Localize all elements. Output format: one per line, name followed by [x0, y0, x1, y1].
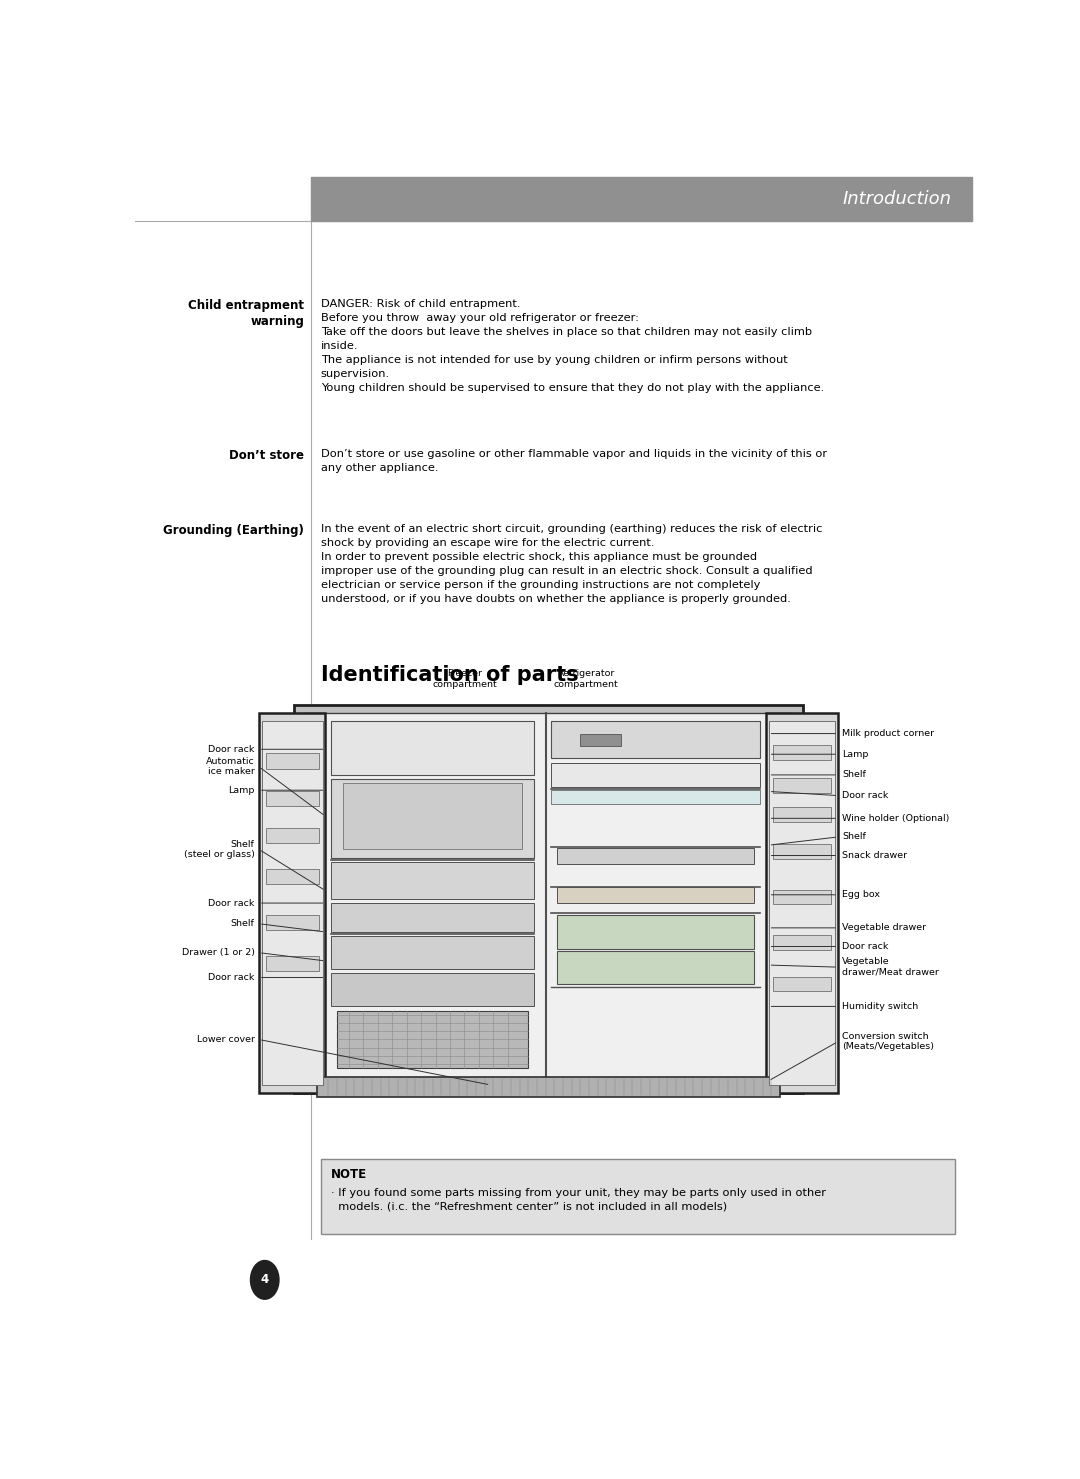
Text: Conversion switch
(Meats/Vegetables): Conversion switch (Meats/Vegetables) — [842, 1032, 934, 1052]
Bar — [557, 849, 754, 864]
Bar — [332, 973, 534, 1006]
Bar — [306, 713, 792, 1086]
Bar — [772, 976, 832, 991]
Bar — [266, 791, 319, 806]
Text: Freezer
compartment: Freezer compartment — [432, 669, 497, 689]
Bar — [557, 916, 754, 948]
Bar — [772, 935, 832, 950]
Bar — [259, 713, 325, 1093]
Text: Drawer (1 or 2): Drawer (1 or 2) — [181, 948, 255, 957]
Text: Lamp: Lamp — [228, 785, 255, 794]
Bar — [311, 177, 972, 220]
Bar — [332, 722, 534, 775]
Bar — [294, 704, 804, 1093]
Bar — [552, 722, 760, 759]
Bar — [332, 904, 534, 932]
Text: Shelf: Shelf — [842, 771, 866, 779]
Text: Door rack: Door rack — [208, 899, 255, 908]
Bar — [557, 951, 754, 984]
Text: Refrigerator
compartment: Refrigerator compartment — [554, 669, 619, 689]
Text: Wine holder (Optional): Wine holder (Optional) — [842, 813, 949, 822]
Bar — [772, 745, 832, 760]
Bar — [266, 914, 319, 930]
Bar — [266, 828, 319, 843]
Text: Egg box: Egg box — [842, 890, 880, 899]
Bar — [316, 1077, 780, 1097]
Text: Automatic
ice maker: Automatic ice maker — [206, 757, 255, 776]
Text: Vegetable drawer: Vegetable drawer — [842, 923, 927, 932]
Bar — [337, 1010, 528, 1068]
Circle shape — [251, 1260, 279, 1299]
Bar — [321, 1160, 956, 1235]
Bar — [261, 722, 323, 1086]
Text: Introduction: Introduction — [842, 191, 951, 209]
Bar — [332, 936, 534, 969]
Text: Humidity switch: Humidity switch — [842, 1001, 918, 1012]
Text: Don’t store or use gasoline or other flammable vapor and liquids in the vicinity: Don’t store or use gasoline or other fla… — [321, 448, 827, 472]
Text: Lamp: Lamp — [842, 750, 868, 759]
Bar — [580, 734, 621, 745]
Bar — [342, 784, 523, 849]
Bar — [766, 713, 838, 1093]
Bar — [772, 845, 832, 859]
Text: 4: 4 — [260, 1273, 269, 1287]
Bar — [552, 790, 760, 805]
Text: Door rack: Door rack — [842, 942, 889, 951]
Text: Shelf: Shelf — [231, 920, 255, 929]
Text: In the event of an electric short circuit, grounding (earthing) reduces the risk: In the event of an electric short circui… — [321, 524, 822, 603]
Text: Vegetable
drawer/Meat drawer: Vegetable drawer/Meat drawer — [842, 957, 940, 976]
Text: Identification of parts: Identification of parts — [321, 666, 579, 685]
Text: DANGER: Risk of child entrapment.
Before you throw  away your old refrigerator o: DANGER: Risk of child entrapment. Before… — [321, 299, 824, 393]
Text: Shelf: Shelf — [842, 833, 866, 842]
Bar — [772, 890, 832, 904]
Text: Milk product corner: Milk product corner — [842, 729, 934, 738]
Bar — [772, 778, 832, 793]
Text: Lower cover: Lower cover — [197, 1035, 255, 1044]
Bar — [772, 808, 832, 822]
Text: Don’t store: Don’t store — [229, 448, 305, 461]
Text: · If you found some parts missing from your unit, they may be parts only used in: · If you found some parts missing from y… — [330, 1188, 826, 1211]
Text: Door rack: Door rack — [842, 791, 889, 800]
Bar — [266, 753, 319, 769]
Text: NOTE: NOTE — [330, 1168, 367, 1182]
Text: Child entrapment
warning: Child entrapment warning — [188, 299, 305, 328]
Bar — [266, 955, 319, 972]
Bar — [332, 779, 534, 858]
Text: Grounding (Earthing): Grounding (Earthing) — [163, 524, 305, 537]
Bar — [332, 862, 534, 899]
Text: Door rack: Door rack — [208, 745, 255, 754]
Bar — [552, 763, 760, 787]
Text: Shelf
(steel or glass): Shelf (steel or glass) — [184, 840, 255, 859]
Text: Snack drawer: Snack drawer — [842, 850, 907, 859]
Bar — [557, 887, 754, 904]
Text: Door rack: Door rack — [208, 973, 255, 982]
Bar — [266, 870, 319, 884]
Bar — [769, 722, 835, 1086]
